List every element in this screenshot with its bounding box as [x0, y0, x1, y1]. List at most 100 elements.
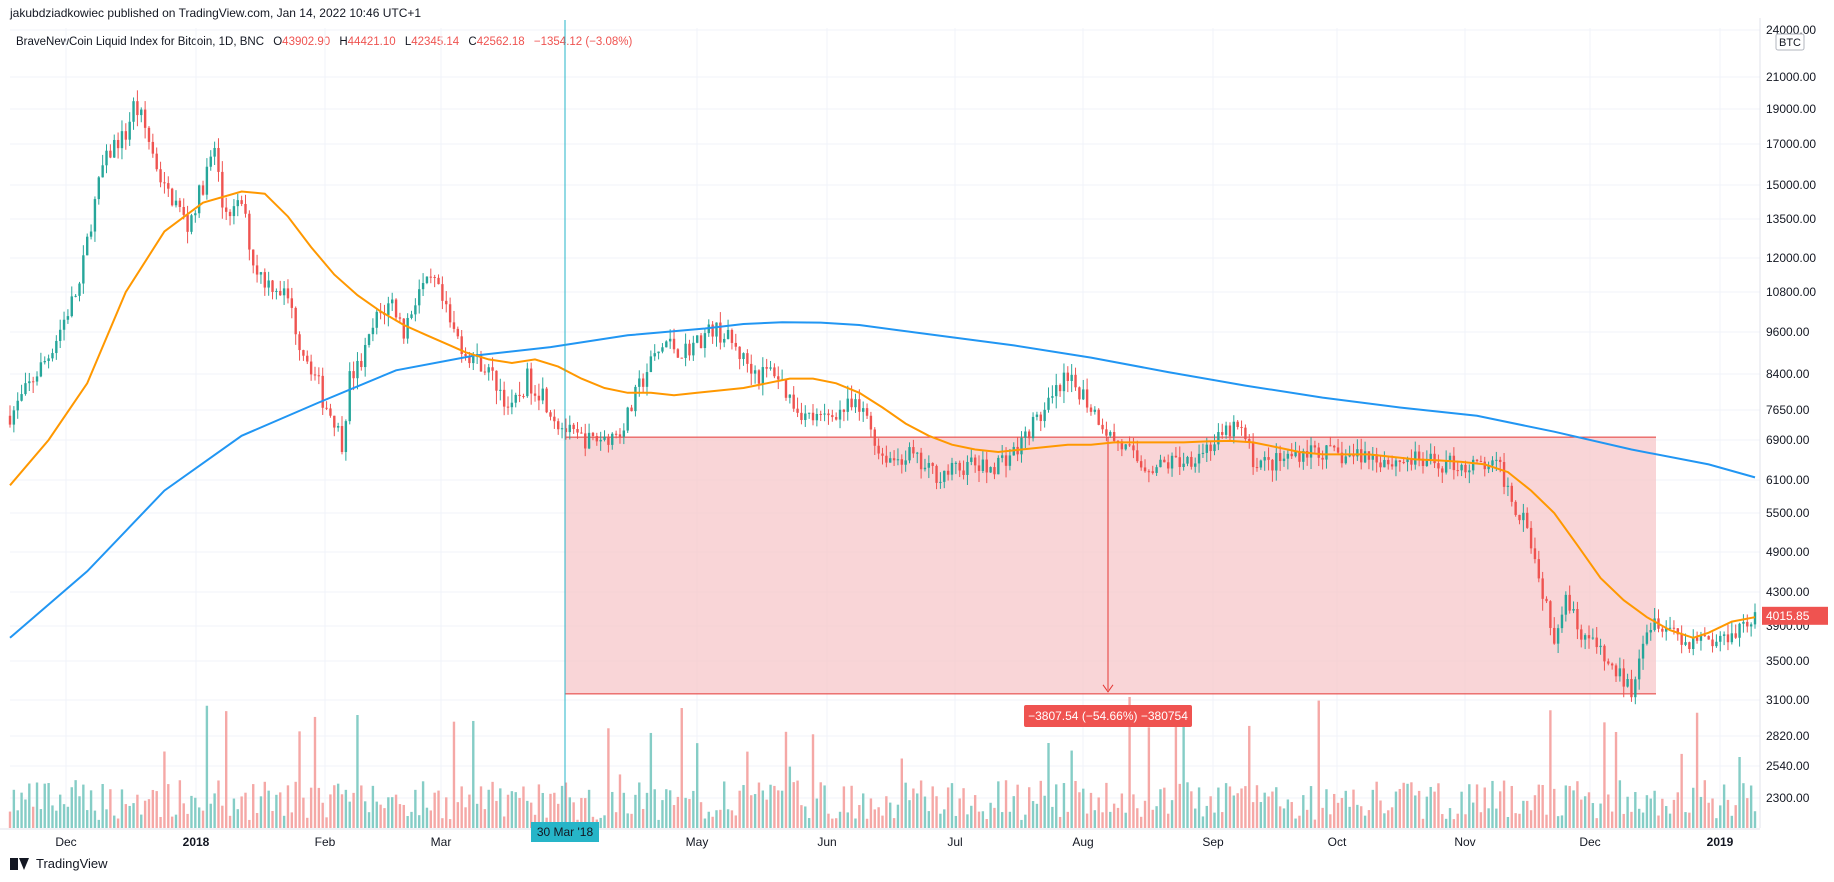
- volume-bar: [1143, 800, 1147, 828]
- candle-body: [653, 353, 656, 357]
- volume-bar: [194, 797, 197, 828]
- volume-bar: [854, 818, 857, 828]
- candle-body: [1487, 465, 1490, 470]
- volume-bar: [757, 782, 761, 828]
- volume-bar: [518, 797, 521, 828]
- volume-bar: [97, 819, 100, 828]
- candle-body: [1522, 512, 1525, 521]
- volume-bar: [1236, 793, 1239, 828]
- candle-body: [997, 457, 1000, 475]
- candle-body: [591, 432, 595, 437]
- volume-bar: [927, 811, 931, 828]
- candle-body: [1186, 456, 1189, 464]
- candle-body: [1109, 432, 1112, 436]
- volume-bar: [1657, 815, 1660, 828]
- candle-body: [1595, 637, 1598, 648]
- volume-bar: [1456, 813, 1459, 828]
- candle-body: [1190, 456, 1193, 467]
- candle-body: [1529, 527, 1533, 549]
- volume-bar: [1302, 795, 1305, 828]
- volume-bar: [649, 732, 653, 828]
- volume-bar: [1499, 791, 1502, 828]
- candle-body: [912, 447, 915, 454]
- candle-body: [1506, 485, 1510, 487]
- candle-body: [240, 200, 243, 204]
- volume-bar: [1564, 785, 1568, 828]
- candle-body: [244, 203, 247, 214]
- crosshair-date-label: 30 Mar '18: [537, 825, 594, 839]
- candle-body: [356, 360, 359, 379]
- volume-bar: [645, 792, 649, 828]
- candle-body: [1568, 594, 1571, 611]
- volume-bar: [1522, 800, 1525, 828]
- candle-body: [923, 467, 927, 470]
- price-tick-label: 2540.00: [1766, 759, 1810, 773]
- volume-bar: [819, 782, 822, 828]
- volume-bar: [804, 806, 807, 828]
- candle-body: [1066, 372, 1070, 381]
- volume-bar: [904, 782, 907, 828]
- candle-body: [889, 458, 892, 463]
- volume-bar: [1719, 805, 1722, 828]
- volume-bar: [834, 818, 838, 828]
- volume-bar: [1502, 780, 1506, 828]
- ma-slow-line: [9, 321, 1756, 639]
- tradingview-brand[interactable]: TradingView: [10, 856, 108, 871]
- volume-bar: [1417, 790, 1421, 828]
- candle-body: [1665, 628, 1668, 632]
- candle-body: [1533, 548, 1537, 560]
- price-tick-label: 10800.00: [1766, 285, 1816, 299]
- volume-bar: [746, 751, 749, 828]
- candle-body: [140, 109, 143, 116]
- volume-bar: [846, 812, 849, 828]
- candle-body: [336, 426, 340, 428]
- candle-body: [1236, 421, 1239, 427]
- candle-body: [456, 328, 460, 337]
- candle-body: [1514, 501, 1517, 515]
- candle-body: [352, 371, 355, 379]
- volume-bar: [259, 796, 263, 828]
- candle-body: [1047, 397, 1050, 410]
- candle-body: [680, 357, 683, 359]
- candle-body: [197, 185, 201, 214]
- volume-bar: [896, 804, 900, 828]
- volume-bar: [1665, 806, 1668, 828]
- candle-body: [506, 406, 510, 408]
- candle-body: [1560, 614, 1564, 629]
- volume-bar: [1101, 812, 1104, 828]
- volume-bar: [383, 808, 386, 828]
- candle-body: [688, 343, 691, 356]
- volume-bar: [1224, 783, 1228, 828]
- volume-bar: [510, 791, 514, 828]
- candle-body: [66, 316, 70, 320]
- price-tick-label: 6900.00: [1766, 433, 1810, 447]
- candle-body: [935, 465, 938, 483]
- volume-bar: [719, 809, 722, 828]
- volume-bar: [1039, 780, 1042, 828]
- volume-bar: [668, 790, 672, 828]
- volume-bar: [753, 794, 757, 828]
- volume-bar: [1634, 791, 1637, 828]
- volume-bar: [1553, 788, 1556, 828]
- candle-body: [360, 360, 363, 368]
- volume-bar: [101, 783, 104, 828]
- volume-bar: [1139, 816, 1143, 828]
- candle-body: [603, 436, 606, 440]
- candle-body: [549, 412, 552, 417]
- candle-body: [1630, 679, 1633, 698]
- candle-body: [977, 465, 981, 471]
- volume-bar: [167, 784, 170, 828]
- volume-bar: [950, 783, 954, 828]
- volume-bar: [410, 811, 413, 828]
- volume-bar: [1630, 811, 1633, 828]
- candle-body: [1402, 462, 1405, 464]
- volume-bar: [1201, 816, 1205, 828]
- price-tick-label: 21000.00: [1766, 70, 1816, 84]
- candle-body: [730, 329, 734, 343]
- candle-body: [958, 462, 961, 471]
- volume-bar: [796, 780, 799, 828]
- volume-bar: [1228, 786, 1232, 828]
- volume-bar: [657, 819, 660, 828]
- volume-bar: [468, 794, 471, 828]
